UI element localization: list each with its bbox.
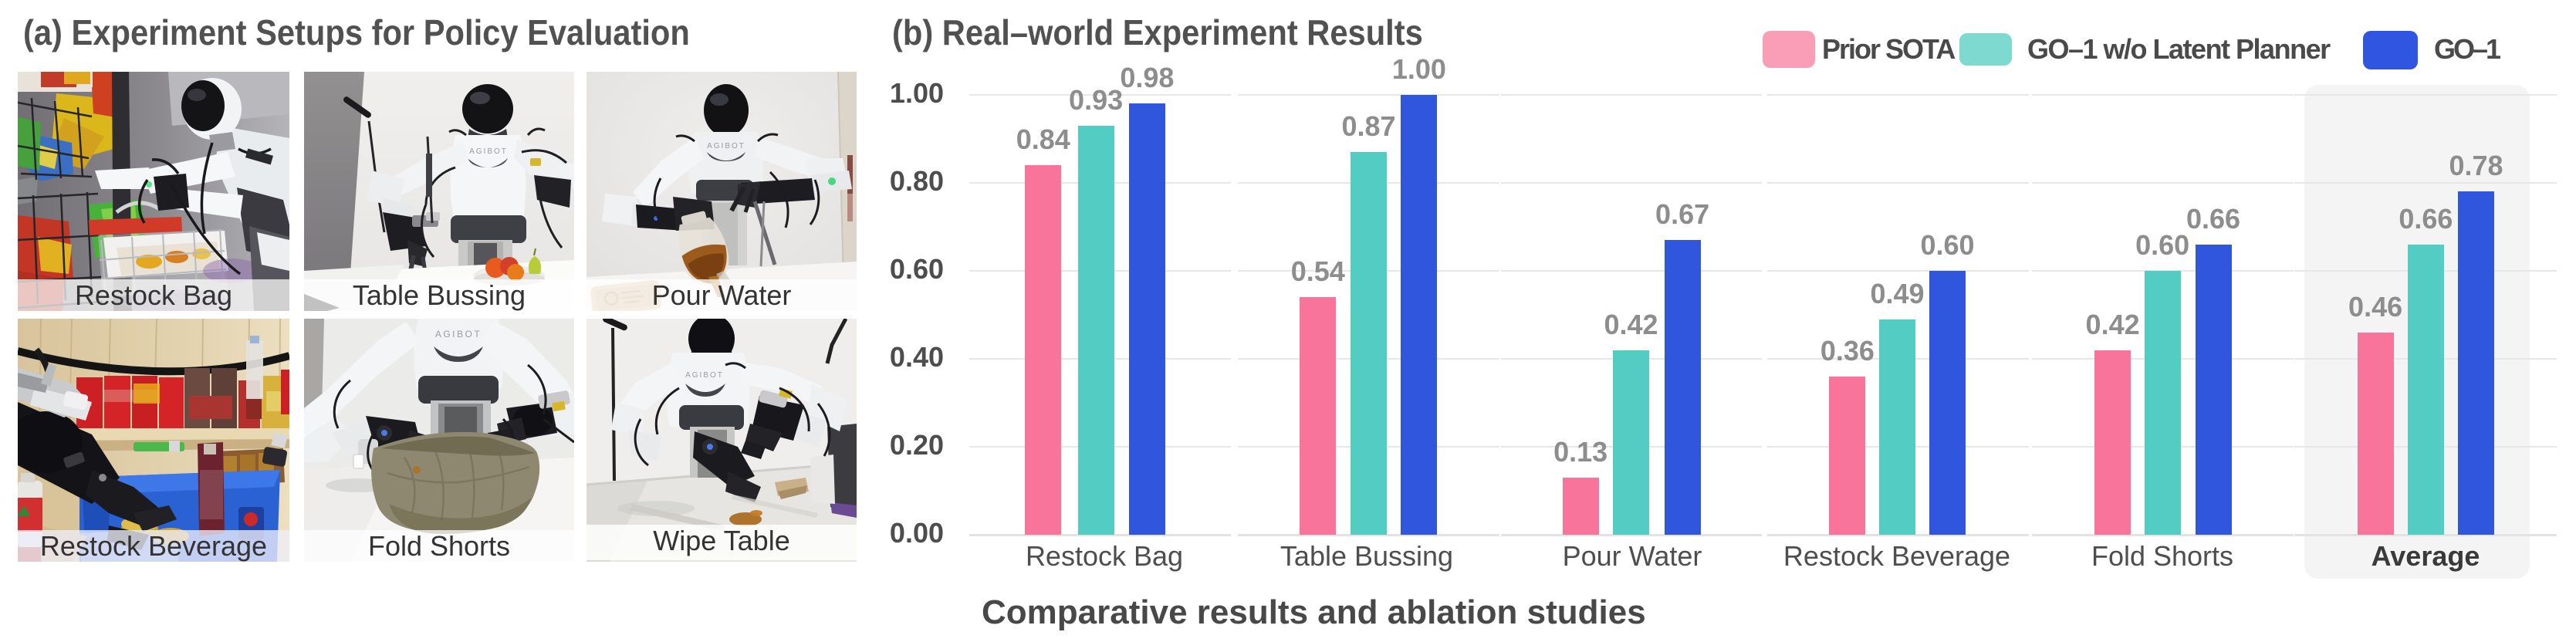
svg-text:AGIBOT: AGIBOT [707, 142, 745, 150]
svg-text:AGIBOT: AGIBOT [469, 147, 508, 156]
svg-text:AGIBOT: AGIBOT [685, 371, 724, 380]
svg-text:AGIBOT: AGIBOT [435, 329, 482, 340]
